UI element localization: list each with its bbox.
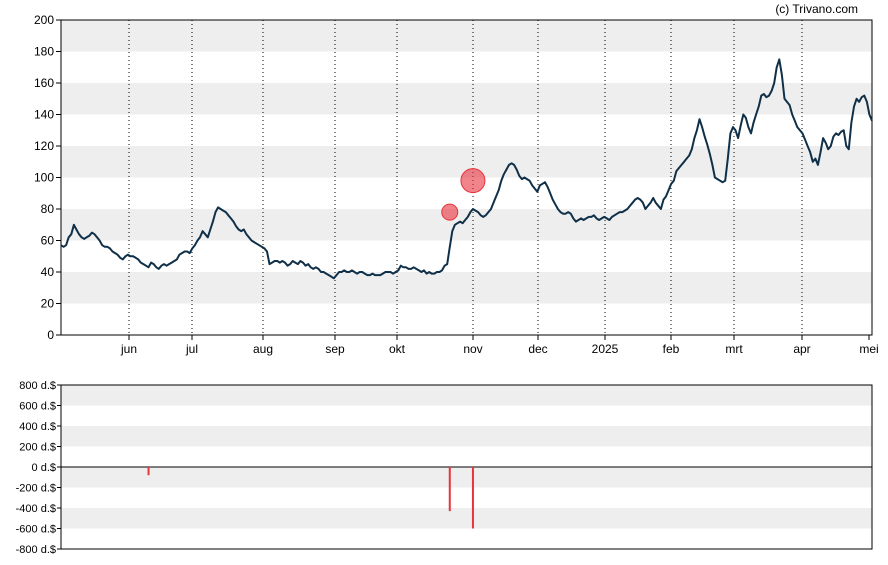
y-tick-label: 20 — [41, 297, 55, 311]
y-tick-label: 40 — [41, 265, 55, 279]
price-panel: jun jul aug sep okt nov dec 2025 feb mrt apr mei 0 20… — [34, 13, 879, 356]
x-tick-label: jul — [185, 342, 198, 356]
y-tick-label: 100 — [34, 171, 54, 185]
x-tick-label: dec — [528, 342, 547, 356]
y-tick-label: 140 — [34, 108, 54, 122]
x-tick-label: mei — [859, 342, 878, 356]
y-tick-label: -400 d.$ — [16, 503, 56, 515]
plot-frame — [60, 384, 873, 550]
y-tick-label: 0 — [47, 328, 54, 342]
grid-band — [61, 20, 872, 52]
y-tick-label: 0 d.$ — [32, 462, 56, 474]
y-tick-label: 400 d.$ — [19, 421, 56, 433]
y-tick-label: 800 d.$ — [19, 380, 56, 392]
grid-band — [61, 508, 872, 529]
y-tick-label: 200 — [34, 13, 54, 27]
y-tick-label: 120 — [34, 139, 54, 153]
x-tick-label: nov — [463, 342, 482, 356]
x-tick-label: jun — [120, 342, 137, 356]
y-tick-label: -200 d.$ — [16, 483, 56, 495]
x-tick-label: feb — [663, 342, 680, 356]
grid-band — [61, 272, 872, 304]
y-tick-label: 180 — [34, 45, 54, 59]
grid-band — [61, 83, 872, 115]
insider-event-marker — [460, 168, 486, 194]
grid-band — [61, 385, 872, 406]
copyright-label: (c) Trivano.com — [775, 2, 858, 16]
grid-band — [61, 467, 872, 488]
grid-band — [61, 426, 872, 447]
y-tick-label: -600 d.$ — [16, 524, 56, 536]
y-tick-label: 160 — [34, 76, 54, 90]
x-tick-label: mrt — [725, 342, 743, 356]
x-tick-label: okt — [389, 342, 406, 356]
x-tick-label: sep — [325, 342, 345, 356]
y-tick-label: 600 d.$ — [19, 401, 56, 413]
grid-band — [61, 209, 872, 241]
y-tick-label: -800 d.$ — [16, 544, 56, 556]
x-tick-label: aug — [253, 342, 273, 356]
y-tick-label: 80 — [41, 202, 55, 216]
x-tick-label: 2025 — [592, 342, 619, 356]
insider-event-marker — [441, 203, 459, 221]
price-line — [60, 58, 873, 280]
insider-panel: 800 d.$ 600 d.$ 400 d.$ 200 d.$ 0 d.$ -200 d.… — [16, 380, 873, 556]
y-tick-label: 60 — [41, 234, 55, 248]
y-tick-label: 200 d.$ — [19, 442, 56, 454]
plot-frame — [60, 19, 873, 336]
x-tick-label: apr — [793, 342, 810, 356]
